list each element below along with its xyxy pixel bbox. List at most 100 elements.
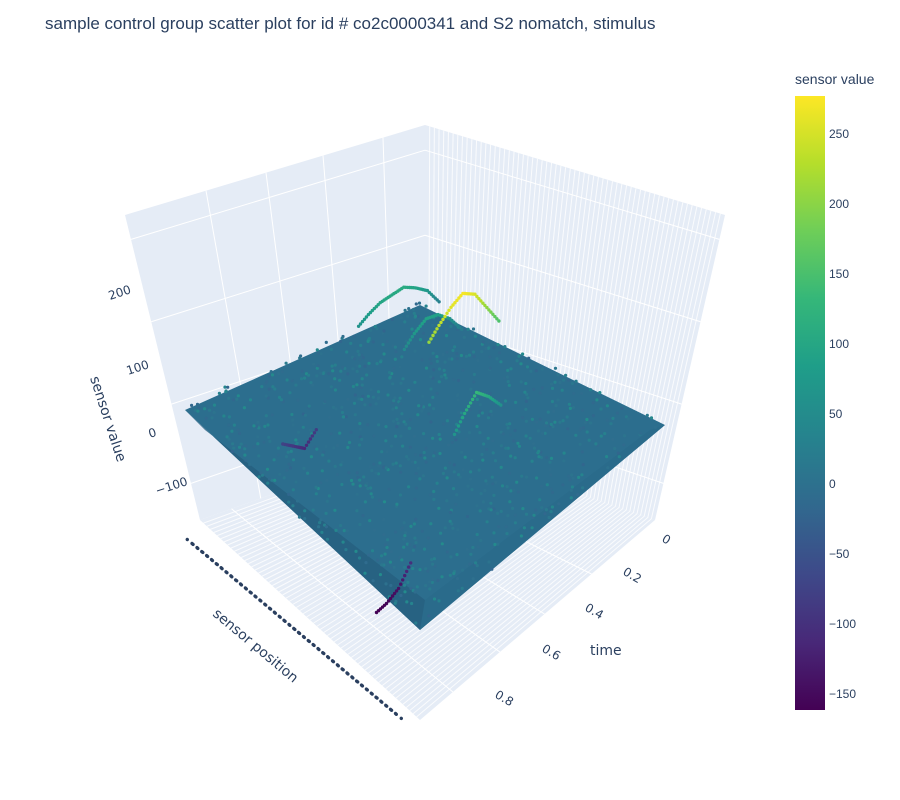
- surface-point: [406, 314, 410, 318]
- gridline: [151, 234, 426, 323]
- surface-point: [639, 431, 643, 435]
- surface-point: [465, 564, 469, 568]
- surface-point: [356, 349, 360, 353]
- trace-point: [441, 317, 445, 322]
- surface-point: [595, 398, 599, 402]
- surface-point: [392, 399, 396, 403]
- surface-point: [327, 372, 331, 376]
- surface-point: [358, 435, 362, 439]
- surface-point: [340, 460, 344, 464]
- trace-point: [406, 341, 411, 345]
- surface-point: [257, 454, 261, 458]
- surface-point: [355, 369, 359, 373]
- surface-point: [421, 331, 426, 335]
- surface-point: [475, 504, 479, 508]
- trace-point: [314, 428, 318, 432]
- surface-point: [303, 509, 307, 513]
- surface-point: [197, 406, 201, 410]
- surface-point: [548, 460, 552, 464]
- surface-point: [467, 353, 472, 357]
- surface-point: [340, 410, 345, 415]
- surface-point: [217, 391, 221, 395]
- surface-point: [372, 528, 377, 532]
- surface-point: [333, 388, 337, 392]
- gridline: [388, 508, 623, 693]
- surface-point: [314, 492, 318, 496]
- x-tick-label: 0.2: [621, 564, 645, 586]
- surface-point: [290, 412, 294, 417]
- surface-point: [538, 498, 542, 502]
- surface-point: [504, 525, 508, 529]
- trace-point: [356, 324, 361, 328]
- surface-point: [402, 565, 407, 569]
- surface-point: [452, 571, 456, 576]
- surface-point: [195, 402, 200, 406]
- surface-point: [513, 513, 518, 517]
- gridline: [405, 514, 641, 708]
- surface-point: [243, 447, 247, 451]
- surface-point: [497, 351, 502, 355]
- surface-point: [411, 307, 416, 312]
- surface-point: [303, 376, 307, 380]
- surface-point: [399, 381, 403, 385]
- surface-point: [285, 378, 289, 382]
- y-axis-tick-labels: ∙∙∙∙∙∙∙∙∙∙∙∙∙∙∙∙∙∙∙∙∙∙∙∙∙∙∙∙∙∙∙∙∙∙∙∙∙∙∙∙…: [180, 532, 409, 726]
- trace-point: [281, 442, 285, 446]
- surface-point: [562, 451, 566, 455]
- surface-point: [325, 537, 330, 541]
- surface-point: [386, 393, 390, 397]
- colorbar-gradient: [795, 96, 825, 710]
- surface-point: [581, 426, 586, 430]
- surface-point: [378, 573, 383, 577]
- surface-point: [581, 486, 585, 490]
- surface-point: [391, 462, 395, 466]
- surface-point: [291, 488, 295, 492]
- surface-point: [395, 425, 399, 429]
- surface-point: [287, 492, 291, 496]
- surface-point: [543, 424, 548, 428]
- surface-point: [629, 415, 633, 419]
- surface-point: [528, 436, 532, 440]
- surface-point: [443, 466, 447, 470]
- x-tick-label: 0.6: [540, 641, 564, 663]
- surface-point: [428, 493, 432, 497]
- surface-point: [212, 410, 216, 414]
- surface-point: [493, 459, 498, 463]
- surface-point: [580, 408, 585, 412]
- surface-point: [341, 540, 345, 544]
- surface-point: [351, 367, 355, 371]
- trace-point: [485, 305, 489, 310]
- surface-point: [325, 478, 329, 482]
- surface-point: [430, 558, 434, 562]
- surface-point: [384, 582, 388, 586]
- surface-point: [405, 455, 409, 459]
- surface-point: [356, 475, 360, 480]
- surface-point: [488, 391, 492, 396]
- gridline: [395, 510, 631, 699]
- surface-point: [367, 336, 371, 341]
- surface-point: [551, 425, 555, 429]
- surface-point: [352, 401, 357, 405]
- gridline: [643, 210, 712, 517]
- surface-point: [284, 455, 289, 459]
- surface-point: [571, 405, 576, 410]
- surface-point: [448, 510, 452, 514]
- surface-point: [399, 470, 403, 474]
- surface-point: [486, 416, 491, 420]
- surface-point: [376, 390, 381, 394]
- surface-point: [454, 438, 458, 442]
- trace-point: [435, 327, 439, 331]
- surface-point: [432, 597, 437, 601]
- surface-point: [457, 410, 461, 414]
- surface-point: [289, 449, 293, 453]
- surface-point: [448, 519, 452, 523]
- surface-point: [500, 484, 505, 488]
- surface-point: [382, 500, 387, 504]
- surface-point: [450, 522, 454, 526]
- surface-point: [468, 408, 472, 412]
- trace-point: [374, 610, 379, 615]
- trace-point: [424, 317, 428, 321]
- surface-point: [537, 455, 541, 459]
- trace-point: [466, 404, 471, 409]
